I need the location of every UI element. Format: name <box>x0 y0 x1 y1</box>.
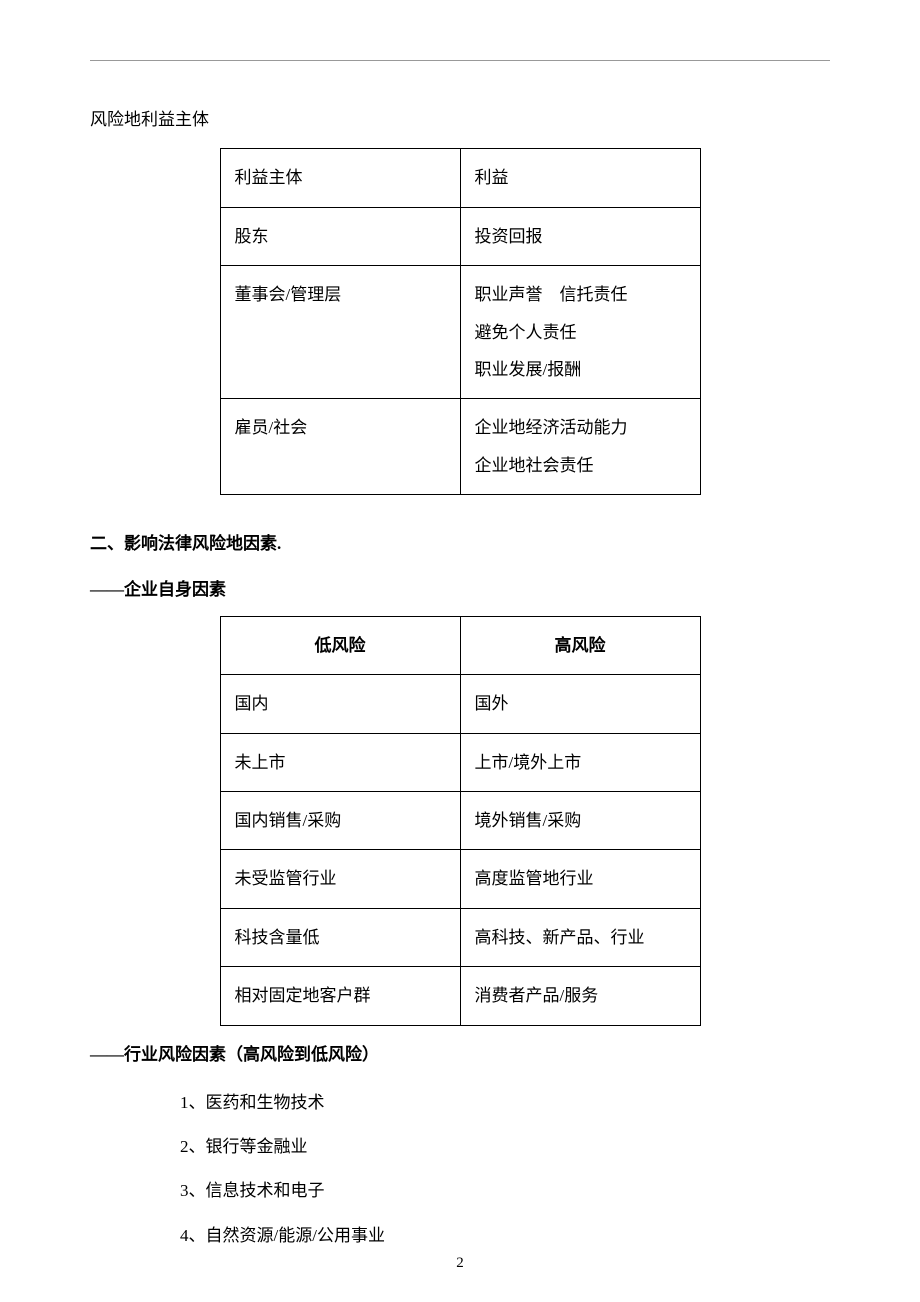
table-cell: 利益主体 <box>220 149 460 207</box>
list-item: 4、自然资源/能源/公用事业 <box>180 1214 830 1258</box>
table2-wrap: 低风险 高风险 国内 国外 未上市 上市/境外上市 国内销售/采购 境外销售/采… <box>90 616 830 1026</box>
table-row: 利益主体 利益 <box>220 149 700 207</box>
table-row: 雇员/社会 企业地经济活动能力企业地社会责任 <box>220 399 700 495</box>
table-cell: 董事会/管理层 <box>220 266 460 399</box>
table-cell: 未上市 <box>220 733 460 791</box>
table-row: 相对固定地客户群 消费者产品/服务 <box>220 967 700 1025</box>
list-item: 1、医药和生物技术 <box>180 1081 830 1125</box>
table-cell: 职业声誉 信托责任避免个人责任职业发展/报酬 <box>460 266 700 399</box>
table-cell: 境外销售/采购 <box>460 792 700 850</box>
top-divider <box>90 60 830 61</box>
table-header-cell: 高风险 <box>460 616 700 674</box>
table-row: 国内 国外 <box>220 675 700 733</box>
table-row: 未上市 上市/境外上市 <box>220 733 700 791</box>
table-row: 低风险 高风险 <box>220 616 700 674</box>
page-number: 2 <box>0 1255 920 1272</box>
table-row: 董事会/管理层 职业声誉 信托责任避免个人责任职业发展/报酬 <box>220 266 700 399</box>
table-cell: 国内 <box>220 675 460 733</box>
table-cell: 投资回报 <box>460 207 700 265</box>
table-row: 国内销售/采购 境外销售/采购 <box>220 792 700 850</box>
subheading-1: ——企业自身因素 <box>90 571 830 608</box>
table-row: 股东 投资回报 <box>220 207 700 265</box>
table-cell: 利益 <box>460 149 700 207</box>
table-row: 科技含量低 高科技、新产品、行业 <box>220 908 700 966</box>
table-cell: 企业地经济活动能力企业地社会责任 <box>460 399 700 495</box>
section-heading-2: 二、影响法律风险地因素. <box>90 525 830 562</box>
table-header-cell: 低风险 <box>220 616 460 674</box>
stakeholder-table: 利益主体 利益 股东 投资回报 董事会/管理层 职业声誉 信托责任避免个人责任职… <box>220 148 701 495</box>
table-cell: 科技含量低 <box>220 908 460 966</box>
top-text: 风险地利益主体 <box>90 101 830 138</box>
table-cell: 高度监管地行业 <box>460 850 700 908</box>
table-cell: 高科技、新产品、行业 <box>460 908 700 966</box>
table-cell: 相对固定地客户群 <box>220 967 460 1025</box>
table1-wrap: 利益主体 利益 股东 投资回报 董事会/管理层 职业声誉 信托责任避免个人责任职… <box>90 148 830 495</box>
risk-factor-table: 低风险 高风险 国内 国外 未上市 上市/境外上市 国内销售/采购 境外销售/采… <box>220 616 701 1026</box>
table-cell: 雇员/社会 <box>220 399 460 495</box>
list-item: 3、信息技术和电子 <box>180 1169 830 1213</box>
subheading-2: ——行业风险因素（高风险到低风险） <box>90 1036 830 1073</box>
table-cell: 未受监管行业 <box>220 850 460 908</box>
table-cell: 上市/境外上市 <box>460 733 700 791</box>
table-cell: 股东 <box>220 207 460 265</box>
table-cell: 国内销售/采购 <box>220 792 460 850</box>
list-item: 2、银行等金融业 <box>180 1125 830 1169</box>
table-cell: 消费者产品/服务 <box>460 967 700 1025</box>
table-cell: 国外 <box>460 675 700 733</box>
table-row: 未受监管行业 高度监管地行业 <box>220 850 700 908</box>
industry-list: 1、医药和生物技术 2、银行等金融业 3、信息技术和电子 4、自然资源/能源/公… <box>90 1081 830 1258</box>
